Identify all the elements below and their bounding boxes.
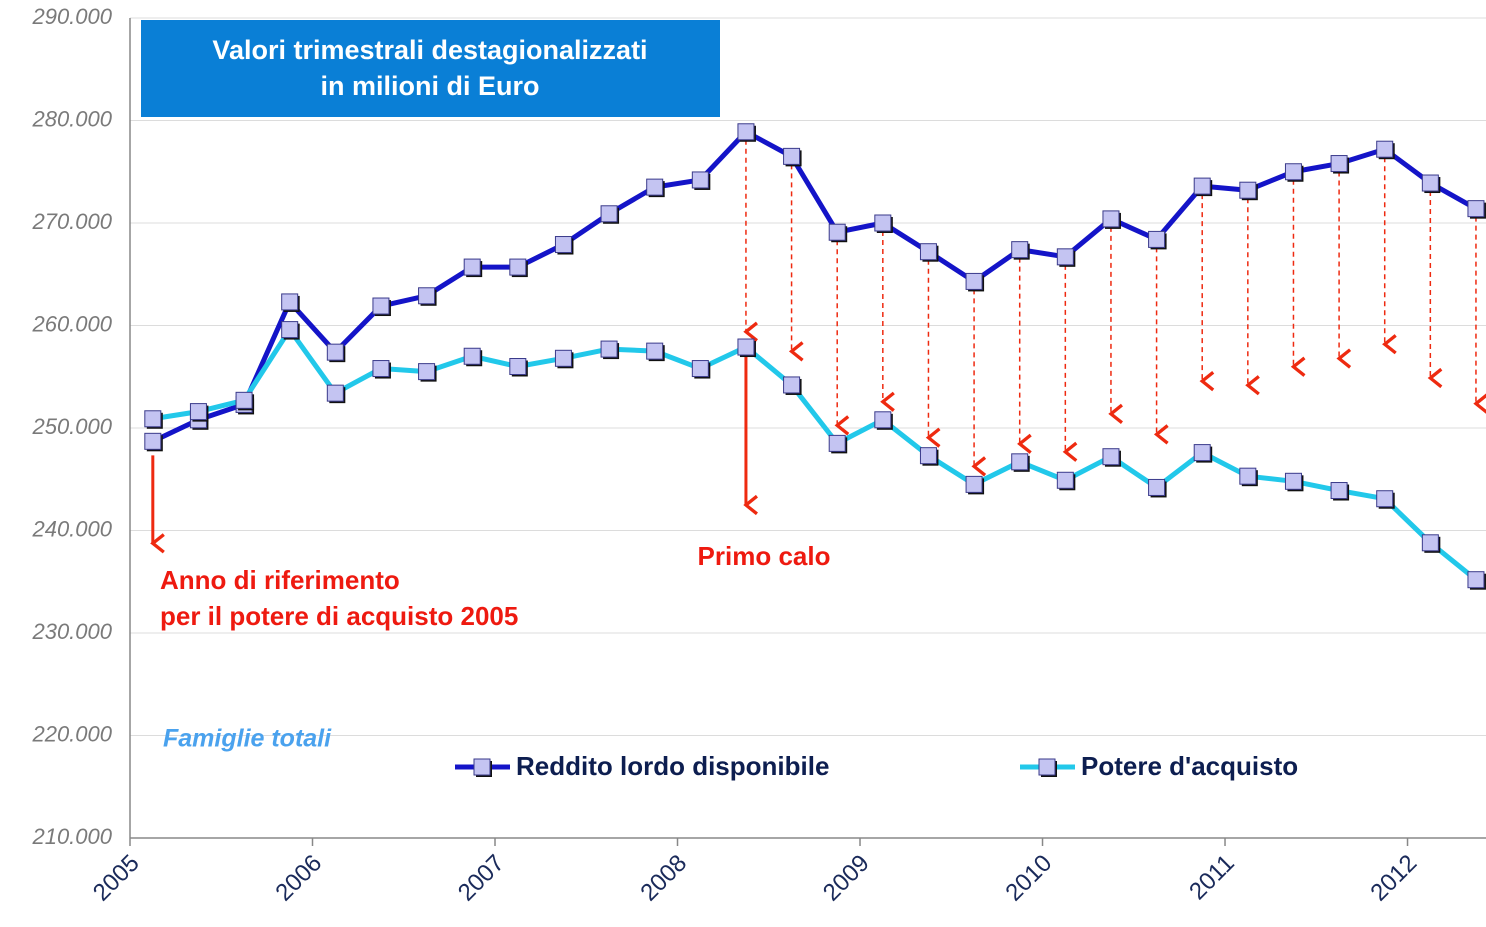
chart-title: in milioni di Euro [321,71,540,101]
marker [1239,181,1257,199]
marker [919,447,937,465]
x-tick-label: 2010 [1000,850,1057,907]
subtitle: Famiglie totali [163,725,332,753]
marker [691,171,709,189]
marker [554,349,572,367]
y-tick-label: 250.000 [31,414,112,439]
marker [1102,448,1120,466]
y-tick-label: 270.000 [31,209,112,234]
marker [1148,230,1166,248]
marker [1284,163,1302,181]
marker [1011,241,1029,259]
annotation: Primo calo [698,541,831,571]
y-tick-label: 280.000 [31,106,112,131]
marker [1421,174,1439,192]
marker [1467,200,1485,218]
marker [281,293,299,311]
marker [965,475,983,493]
marker [828,223,846,241]
legend-label: Potere d'acquisto [1081,751,1298,781]
marker [326,343,344,361]
marker [1376,490,1394,508]
marker [372,360,390,378]
y-tick-label: 290.000 [31,4,112,29]
x-tick-label: 2012 [1365,850,1422,907]
x-tick-label: 2006 [270,850,327,907]
marker [1467,571,1485,589]
annotation: Anno di riferimento [160,565,400,595]
y-tick-label: 240.000 [31,516,112,541]
x-tick-label: 2011 [1184,850,1240,906]
y-tick-label: 210.000 [31,824,112,849]
marker [463,258,481,276]
marker [1193,177,1211,195]
marker [1193,444,1211,462]
marker [1148,478,1166,496]
marker [1011,453,1029,471]
marker [418,287,436,305]
marker [463,347,481,365]
marker [281,321,299,339]
marker [600,340,618,358]
marker [874,214,892,232]
marker [1330,155,1348,173]
marker [1284,472,1302,490]
y-tick-label: 230.000 [31,619,112,644]
chart-title: Valori trimestrali destagionalizzati [212,35,647,65]
marker [600,205,618,223]
x-tick-label: 2008 [635,850,692,907]
marker [372,297,390,315]
annotation: per il potere di acquisto 2005 [160,601,518,631]
marker [737,123,755,141]
marker [965,272,983,290]
marker [1376,140,1394,158]
marker [919,243,937,261]
y-tick-label: 220.000 [31,721,112,746]
marker [1056,248,1074,266]
marker [509,358,527,375]
marker [783,147,801,165]
marker [144,410,162,428]
legend-label: Reddito lordo disponibile [516,751,829,781]
marker [646,178,664,196]
marker [1239,467,1257,485]
marker [189,403,207,421]
marker [473,758,491,776]
marker [691,360,709,378]
x-tick-label: 2005 [88,850,145,907]
marker [1421,534,1439,552]
marker [646,342,664,360]
marker [235,391,253,409]
marker [144,432,162,450]
marker [1038,758,1056,776]
marker [1056,471,1074,489]
x-tick-label: 2009 [818,850,875,907]
marker [326,384,344,402]
marker [509,258,527,276]
marker [1330,482,1348,500]
marker [737,338,755,356]
marker [418,363,436,381]
y-tick-label: 260.000 [31,311,112,336]
marker [828,434,846,452]
series-line [150,129,1479,444]
title-box [141,20,720,117]
marker [874,411,892,429]
marker [1102,210,1120,228]
x-tick-label: 2007 [453,850,510,907]
marker [554,236,572,254]
marker [783,376,801,394]
